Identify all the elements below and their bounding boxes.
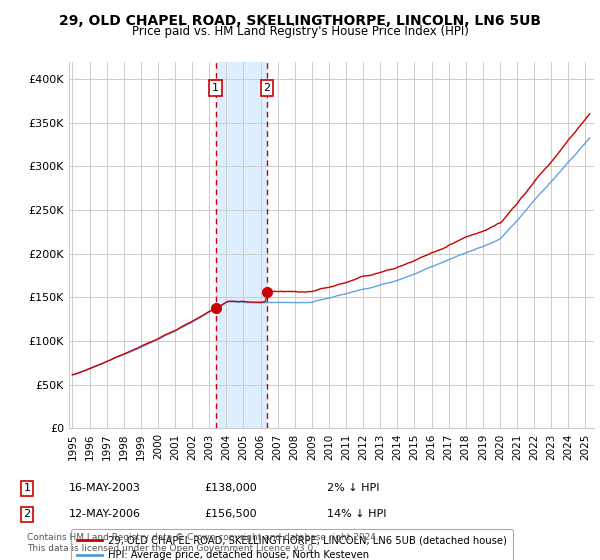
- Text: 2% ↓ HPI: 2% ↓ HPI: [327, 483, 380, 493]
- Text: 12-MAY-2006: 12-MAY-2006: [69, 509, 141, 519]
- Text: 1: 1: [212, 83, 219, 93]
- Text: 16-MAY-2003: 16-MAY-2003: [69, 483, 141, 493]
- Text: Price paid vs. HM Land Registry's House Price Index (HPI): Price paid vs. HM Land Registry's House …: [131, 25, 469, 38]
- Text: 1: 1: [23, 483, 31, 493]
- Text: 29, OLD CHAPEL ROAD, SKELLINGTHORPE, LINCOLN, LN6 5UB: 29, OLD CHAPEL ROAD, SKELLINGTHORPE, LIN…: [59, 14, 541, 28]
- Text: £156,500: £156,500: [204, 509, 257, 519]
- Text: £138,000: £138,000: [204, 483, 257, 493]
- Text: Contains HM Land Registry data © Crown copyright and database right 2024.
This d: Contains HM Land Registry data © Crown c…: [27, 533, 379, 553]
- Legend: 29, OLD CHAPEL ROAD, SKELLINGTHORPE, LINCOLN, LN6 5UB (detached house), HPI: Ave: 29, OLD CHAPEL ROAD, SKELLINGTHORPE, LIN…: [71, 529, 513, 560]
- Text: 14% ↓ HPI: 14% ↓ HPI: [327, 509, 386, 519]
- Text: 2: 2: [263, 83, 271, 93]
- Text: 2: 2: [23, 509, 31, 519]
- Bar: [215, 62, 267, 428]
